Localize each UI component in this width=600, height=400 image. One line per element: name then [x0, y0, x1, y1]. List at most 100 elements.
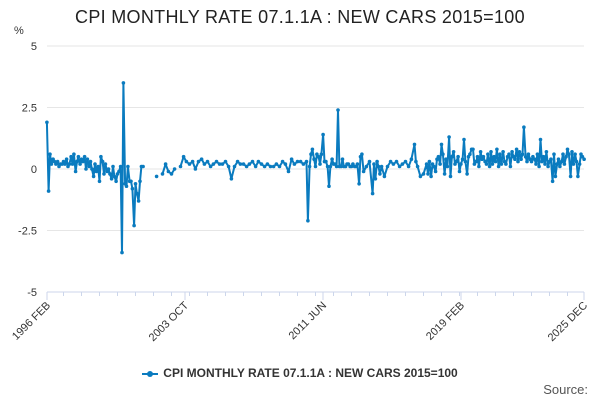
data-point[interactable]	[244, 164, 249, 169]
data-point[interactable]	[519, 157, 523, 161]
data-point[interactable]	[72, 152, 76, 156]
data-point[interactable]	[205, 159, 210, 164]
data-point[interactable]	[510, 150, 514, 154]
data-point[interactable]	[550, 179, 555, 184]
data-point[interactable]	[289, 157, 294, 161]
data-point[interactable]	[561, 152, 565, 156]
data-point[interactable]	[549, 157, 553, 161]
data-point[interactable]	[141, 164, 145, 169]
data-point[interactable]	[577, 162, 582, 166]
data-point[interactable]	[90, 167, 94, 171]
data-point[interactable]	[388, 159, 393, 164]
data-point[interactable]	[129, 179, 133, 184]
data-point[interactable]	[439, 142, 444, 147]
data-point[interactable]	[328, 164, 333, 169]
data-point[interactable]	[120, 250, 124, 255]
data-point[interactable]	[514, 147, 519, 152]
data-point[interactable]	[526, 152, 531, 156]
data-point[interactable]	[361, 169, 366, 174]
data-point[interactable]	[525, 159, 529, 164]
data-point[interactable]	[313, 164, 318, 169]
data-point[interactable]	[63, 162, 67, 166]
data-point[interactable]	[438, 162, 442, 166]
data-point[interactable]	[214, 159, 219, 164]
data-point[interactable]	[432, 164, 436, 169]
data-point[interactable]	[516, 159, 520, 164]
data-point[interactable]	[262, 164, 267, 169]
data-point[interactable]	[552, 152, 556, 156]
data-point[interactable]	[118, 164, 123, 169]
data-point[interactable]	[102, 172, 106, 176]
data-point[interactable]	[357, 182, 361, 186]
data-point[interactable]	[559, 159, 564, 164]
data-point[interactable]	[99, 154, 103, 159]
data-point[interactable]	[462, 137, 466, 142]
data-point[interactable]	[340, 157, 345, 161]
data-point[interactable]	[93, 162, 97, 166]
data-point[interactable]	[412, 142, 417, 147]
data-point[interactable]	[81, 159, 85, 164]
data-point[interactable]	[136, 199, 141, 203]
data-point[interactable]	[490, 162, 495, 166]
data-point[interactable]	[403, 159, 408, 164]
data-point[interactable]	[55, 159, 60, 164]
data-point[interactable]	[355, 162, 360, 166]
data-point[interactable]	[241, 162, 246, 166]
data-point[interactable]	[82, 154, 87, 159]
data-point[interactable]	[517, 150, 522, 154]
data-point[interactable]	[372, 162, 376, 166]
data-point[interactable]	[91, 174, 96, 179]
data-point[interactable]	[117, 169, 121, 174]
data-point[interactable]	[321, 132, 325, 137]
data-point[interactable]	[529, 159, 534, 164]
data-point[interactable]	[103, 162, 108, 166]
data-point[interactable]	[429, 174, 433, 179]
data-point[interactable]	[576, 174, 580, 179]
data-point[interactable]	[169, 172, 174, 176]
data-point[interactable]	[190, 159, 195, 164]
data-point[interactable]	[513, 157, 517, 161]
data-point[interactable]	[247, 162, 252, 166]
data-point[interactable]	[574, 159, 579, 164]
data-point[interactable]	[424, 162, 429, 166]
data-point[interactable]	[573, 152, 577, 156]
data-point[interactable]	[94, 169, 99, 174]
data-point[interactable]	[187, 162, 192, 166]
data-point[interactable]	[474, 159, 478, 164]
data-point[interactable]	[73, 169, 78, 174]
legend[interactable]: CPI MONTHLY RATE 07.1.1A : NEW CARS 2015…	[0, 366, 600, 380]
data-point[interactable]	[135, 191, 139, 196]
data-point[interactable]	[250, 159, 255, 164]
data-point[interactable]	[100, 159, 105, 164]
data-point[interactable]	[193, 167, 198, 171]
data-point[interactable]	[520, 152, 525, 156]
data-point[interactable]	[271, 164, 276, 169]
data-point[interactable]	[132, 223, 136, 228]
data-point[interactable]	[112, 174, 117, 179]
data-point[interactable]	[130, 186, 135, 191]
data-point[interactable]	[406, 164, 411, 169]
data-point[interactable]	[394, 159, 399, 164]
data-point[interactable]	[172, 167, 177, 171]
data-point[interactable]	[109, 177, 114, 181]
data-point[interactable]	[426, 172, 430, 176]
data-point[interactable]	[499, 162, 504, 166]
data-point[interactable]	[301, 162, 306, 166]
data-point[interactable]	[555, 162, 559, 166]
data-point[interactable]	[160, 172, 165, 176]
data-point[interactable]	[310, 147, 315, 152]
data-point[interactable]	[427, 159, 432, 164]
data-point[interactable]	[415, 164, 420, 169]
data-point[interactable]	[558, 164, 562, 169]
data-point[interactable]	[459, 162, 463, 166]
data-point[interactable]	[567, 152, 571, 156]
data-point[interactable]	[468, 152, 472, 156]
data-point[interactable]	[78, 162, 82, 166]
data-point[interactable]	[379, 164, 384, 169]
data-point[interactable]	[138, 179, 142, 184]
data-point[interactable]	[67, 162, 72, 166]
data-point[interactable]	[501, 150, 505, 154]
data-point[interactable]	[391, 162, 396, 166]
data-point[interactable]	[508, 164, 513, 169]
data-point[interactable]	[108, 172, 112, 176]
